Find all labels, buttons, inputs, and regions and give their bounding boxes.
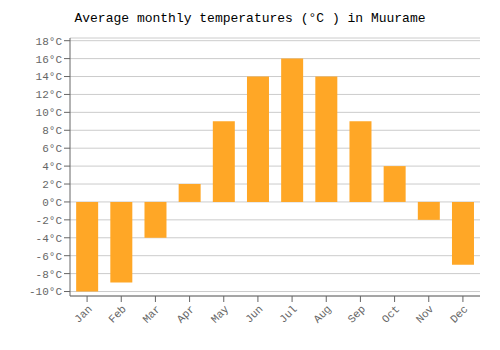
svg-text:6°C: 6°C xyxy=(42,143,62,155)
svg-text:Dec: Dec xyxy=(448,303,470,325)
svg-text:18°C: 18°C xyxy=(36,36,63,48)
svg-text:Apr: Apr xyxy=(175,303,197,325)
svg-text:Oct: Oct xyxy=(380,303,402,325)
svg-text:14°C: 14°C xyxy=(36,71,63,83)
svg-text:Sep: Sep xyxy=(346,303,368,325)
svg-text:Jul: Jul xyxy=(277,303,299,325)
svg-text:-8°C: -8°C xyxy=(36,269,63,281)
svg-text:8°C: 8°C xyxy=(42,125,62,137)
svg-text:10°C: 10°C xyxy=(36,107,63,119)
svg-text:16°C: 16°C xyxy=(36,54,63,66)
svg-text:0°C: 0°C xyxy=(42,197,62,209)
svg-text:Feb: Feb xyxy=(106,303,128,325)
svg-text:2°C: 2°C xyxy=(42,179,62,191)
svg-text:Jun: Jun xyxy=(243,303,265,325)
svg-text:-10°C: -10°C xyxy=(29,286,62,298)
svg-text:-4°C: -4°C xyxy=(36,233,63,245)
svg-text:May: May xyxy=(209,303,232,326)
svg-text:4°C: 4°C xyxy=(42,161,62,173)
html-text:Average monthly temperatures (: Average monthly temperatures (°C ) in Mu… xyxy=(74,11,426,26)
svg-text:Jan: Jan xyxy=(72,303,94,325)
svg-text:-6°C: -6°C xyxy=(36,251,63,263)
svg-text:Mar: Mar xyxy=(141,303,163,325)
svg-text:Nov: Nov xyxy=(414,303,437,326)
svg-text:Aug: Aug xyxy=(311,303,333,325)
svg-text:-2°C: -2°C xyxy=(36,215,63,227)
svg-text:12°C: 12°C xyxy=(36,89,63,101)
